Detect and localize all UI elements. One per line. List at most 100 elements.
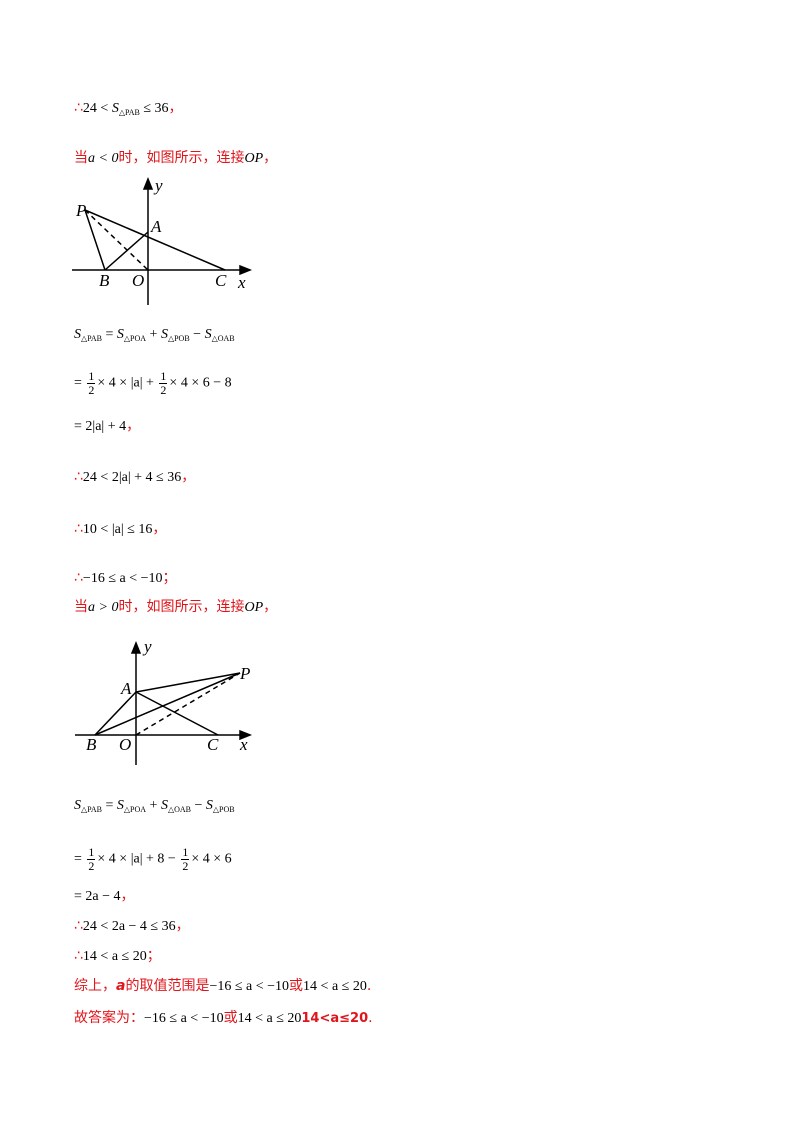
text-line: = 1 2 × 4 × |a| + 1 2 × 4 × 6 − 8 [74, 370, 232, 397]
segment: 14 < a ≤ 20 [303, 979, 367, 994]
segment: ∴ [74, 918, 83, 934]
segment: . [367, 978, 371, 994]
point-label: x [237, 273, 246, 292]
text: 时，如图所示，连接 [118, 599, 245, 615]
point-label: A [150, 217, 162, 236]
text: −16 ≤ a < −10 [144, 1011, 224, 1026]
text: + [146, 327, 161, 342]
text: = 2a − 4 [74, 889, 121, 904]
text: 当 [74, 150, 88, 166]
segment: 当 [74, 150, 88, 166]
text: ∴ [74, 918, 83, 934]
arrow [142, 176, 154, 190]
text: 24 < [82, 101, 112, 116]
segment: −16 ≤ a < −10 [209, 979, 289, 994]
dashed-segment [135, 672, 241, 736]
text: 14<a≤20 [301, 1011, 369, 1026]
text: 14 < a ≤ 20 [82, 949, 147, 964]
text: OP [244, 151, 264, 166]
point-label: P [75, 201, 86, 220]
segment: S△OAB [161, 798, 191, 814]
point-label: B [99, 271, 110, 290]
text: = [101, 798, 117, 813]
text: 24 < 2a − 4 ≤ 36 [82, 919, 176, 934]
segment: − [190, 327, 205, 342]
point-label: C [207, 735, 219, 754]
segment: ∴ [74, 521, 83, 537]
text: −16 ≤ a < −10 [209, 979, 290, 994]
text: 的取值范围是 [125, 978, 210, 994]
text: ∴ [74, 469, 83, 485]
segment [84, 209, 226, 271]
text: S [111, 101, 119, 116]
text: ∴ [74, 948, 83, 964]
segment: = [74, 376, 85, 391]
segment: S△POA [117, 798, 147, 814]
segment: = [74, 852, 85, 867]
text: ； [146, 948, 161, 964]
text-line: ∴24 < S△PAB ≤ 36， [74, 98, 183, 123]
text: ， [263, 150, 278, 166]
segment: OP [244, 600, 263, 615]
segment: ， [169, 100, 183, 116]
point-label: C [215, 271, 227, 290]
segment: S△PAB [111, 101, 140, 117]
subscript: △OAB [211, 334, 235, 343]
segment: = [102, 798, 117, 813]
text: ， [152, 521, 167, 537]
segment: a < 0 [88, 151, 118, 166]
text: 或 [289, 978, 304, 994]
subscript: △POA [123, 805, 147, 814]
text: 故答案为： [74, 1010, 144, 1026]
point-label: P [239, 664, 250, 683]
text-line: S△PAB = S△POA + S△POB − S△OAB [74, 325, 235, 349]
subscript: △POB [212, 805, 235, 814]
text-line: 当a < 0时，如图所示，连接OP， [74, 148, 277, 169]
segment [84, 209, 106, 271]
segment: ， [176, 918, 190, 934]
segment: × 4 × 6 [191, 852, 231, 867]
text: × 4 × 6 [191, 851, 232, 867]
segment: ∴ [74, 570, 83, 586]
segment: 或 [289, 978, 303, 994]
segment: −16 ≤ a < −10 [144, 1011, 224, 1026]
text-line: ∴10 < |a| ≤ 16， [74, 519, 166, 540]
segment: × 4 × 6 − 8 [169, 376, 231, 391]
segment: 14 < a ≤ 20 [238, 1011, 302, 1026]
text: a [116, 978, 126, 994]
subscript: △OAB [167, 805, 191, 814]
segment [135, 672, 241, 693]
text: −16 ≤ a < −10 [82, 571, 163, 586]
segment: ， [263, 599, 277, 615]
segment: + [146, 798, 161, 813]
text: − [189, 327, 205, 342]
text: 时，如图所示，连接 [118, 150, 245, 166]
text: ， [181, 469, 196, 485]
segment: ∴ [74, 100, 83, 116]
segment: S△POA [117, 327, 146, 343]
segment: a > 0 [88, 600, 118, 615]
text: − [191, 798, 206, 813]
text: ， [168, 100, 183, 116]
dashed-segment [84, 209, 149, 271]
segment: ； [163, 570, 177, 586]
segment: S△PAB [74, 798, 102, 814]
segment: S△PAB [74, 327, 102, 343]
denominator: 2 [182, 859, 189, 873]
segment: × 4 × |a| + [97, 376, 157, 391]
text: 24 < 2|a| + 4 ≤ 36 [82, 470, 182, 485]
text: 综上， [74, 978, 116, 994]
subscript: △POB [167, 334, 190, 343]
segment: S△OAB [205, 327, 235, 343]
subscript: △PAB [118, 108, 140, 117]
numerator: 1 [87, 369, 96, 384]
point-label: O [119, 735, 131, 754]
segment: . [368, 1010, 372, 1026]
segment: 10 < |a| ≤ 16 [83, 522, 152, 537]
text: 当 [74, 599, 88, 615]
